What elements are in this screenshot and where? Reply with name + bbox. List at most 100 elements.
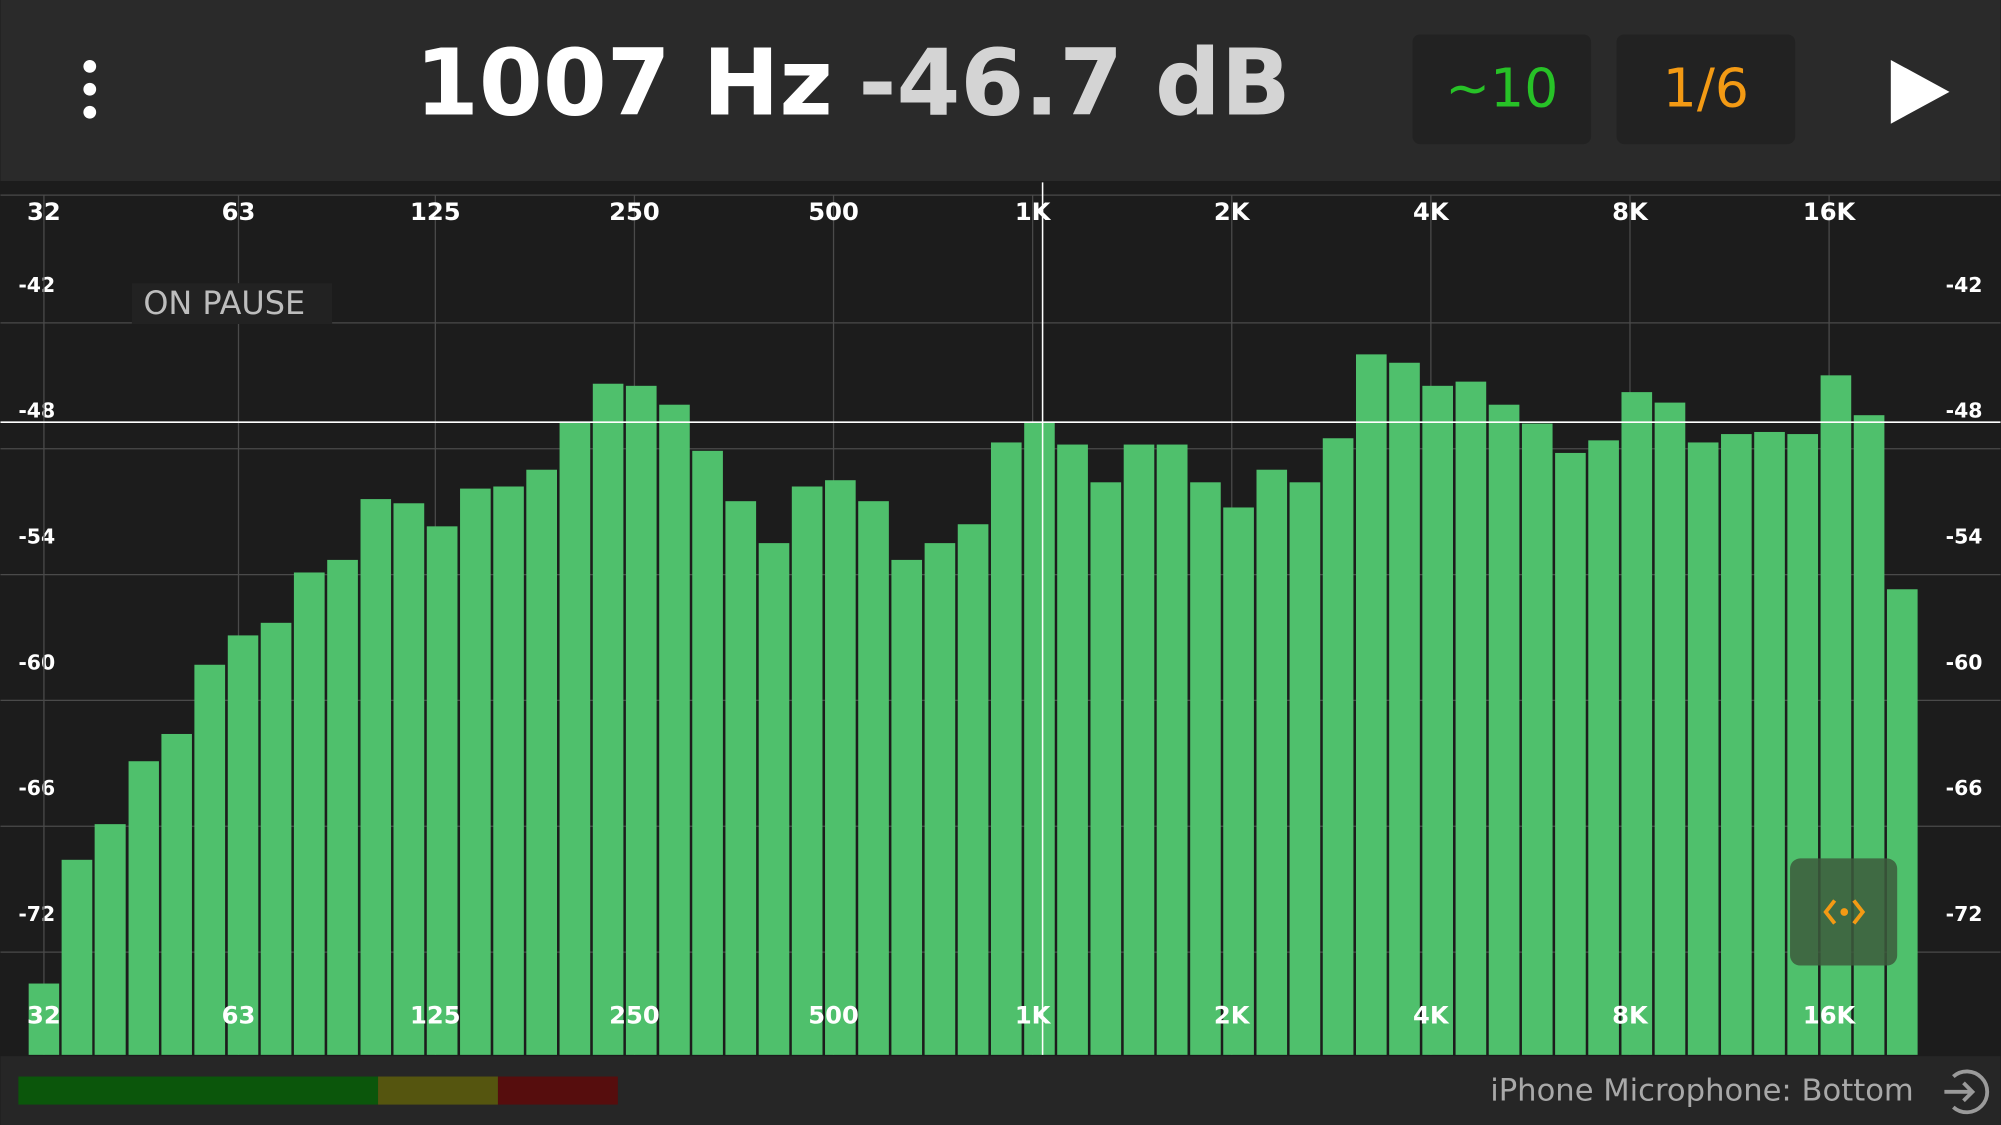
scroll-icon-dot: [1840, 908, 1849, 916]
y-tick-label: -72: [18, 902, 55, 926]
bar: [1455, 381, 1487, 1055]
bar: [592, 383, 624, 1055]
x-tick-label: 32: [27, 198, 61, 226]
bar: [791, 486, 823, 1055]
bar: [493, 486, 524, 1055]
y-tick-label-right: -60: [1946, 650, 1983, 674]
input-button[interactable]: [1944, 1069, 1990, 1115]
bar: [94, 824, 126, 1055]
input-device: iPhone Microphone: Bottom: [1490, 1073, 1914, 1108]
bar: [1223, 507, 1254, 1055]
bar: [1422, 385, 1454, 1055]
bar: [128, 761, 159, 1055]
bar: [28, 983, 60, 1055]
bar: [957, 524, 989, 1055]
input-icon-arrow: [1944, 1081, 1976, 1103]
status-badge: [131, 283, 333, 324]
scroll-icon: [1823, 899, 1866, 925]
play-button[interactable]: [1890, 59, 1950, 124]
y-tick-label-right: -72: [1946, 902, 1983, 926]
bar: [625, 385, 657, 1055]
x-tick-label-bottom: 1K: [1015, 1002, 1052, 1030]
bar: [858, 501, 889, 1055]
bar: [161, 733, 192, 1055]
status-label: ON PAUSE: [143, 284, 305, 322]
bar: [194, 664, 226, 1055]
x-tick-label: 125: [410, 198, 461, 226]
x-tick-label: 500: [808, 198, 859, 226]
averaging-button[interactable]: [1412, 34, 1592, 145]
input-icon: [1952, 1069, 1990, 1115]
y-tick-label: -66: [18, 776, 55, 800]
x-tick-label-bottom: 2K: [1214, 1002, 1251, 1030]
bar: [1521, 423, 1553, 1055]
bar: [293, 572, 325, 1055]
bar: [393, 503, 425, 1055]
bar: [1754, 431, 1785, 1055]
readout: 1007 Hz -46.7 dB: [415, 30, 1291, 137]
bar: [990, 442, 1022, 1055]
bar: [61, 859, 93, 1055]
y-tick-label: -48: [18, 399, 55, 423]
x-tick-label-bottom: 32: [27, 1002, 61, 1030]
y-tick-label-right: -54: [1946, 525, 1983, 549]
bar: [1654, 402, 1686, 1055]
bar: [1488, 404, 1520, 1055]
bar: [426, 526, 458, 1055]
bar: [1555, 452, 1586, 1055]
bar: [1721, 434, 1752, 1055]
meter-green: [18, 1076, 379, 1105]
menu-dot: [83, 59, 97, 73]
readout-level: -46.7 dB: [858, 30, 1290, 137]
y-tick-label: -60: [18, 650, 55, 674]
bar: [758, 543, 790, 1055]
bar: [1024, 421, 1055, 1055]
bar: [460, 488, 491, 1055]
bar: [692, 450, 723, 1055]
menu-button[interactable]: [83, 59, 97, 119]
bar: [1687, 442, 1719, 1055]
bar: [1190, 482, 1221, 1055]
bar: [327, 559, 358, 1055]
bar: [891, 559, 923, 1055]
y-tick-label-right: -42: [1946, 273, 1983, 297]
menu-dot: [83, 105, 97, 119]
x-tick-label-bottom: 16K: [1803, 1002, 1857, 1030]
resolution-button[interactable]: [1616, 34, 1796, 145]
y-tick-label-right: -48: [1946, 399, 1983, 423]
bar: [659, 404, 690, 1055]
bar: [1389, 362, 1420, 1055]
x-tick-label-bottom: 250: [609, 1002, 660, 1030]
bar: [1057, 444, 1088, 1055]
bar: [1156, 444, 1188, 1055]
bar: [924, 543, 956, 1055]
readout-frequency: 1007 Hz: [415, 30, 833, 137]
bar: [360, 499, 392, 1055]
bar: [526, 469, 558, 1055]
meter-red: [497, 1076, 618, 1105]
resolution-label: 1/6: [1663, 56, 1749, 119]
bar: [1886, 589, 1918, 1055]
bar: [559, 421, 591, 1055]
y-tick-label: -54: [18, 525, 55, 549]
bar: [1588, 440, 1619, 1055]
bar: [1356, 354, 1387, 1055]
x-tick-label: 2K: [1214, 198, 1251, 226]
y-tick-label-right: -66: [1946, 776, 1983, 800]
bar: [1256, 469, 1288, 1055]
menu-dot: [83, 82, 97, 96]
averaging-label: ~10: [1445, 56, 1558, 119]
x-tick-label-bottom: 4K: [1413, 1002, 1450, 1030]
bar: [1090, 482, 1122, 1055]
bar: [825, 480, 856, 1055]
x-tick-label: 8K: [1612, 198, 1649, 226]
x-tick-label-bottom: 500: [808, 1002, 859, 1030]
x-tick-label-bottom: 63: [222, 1002, 256, 1030]
bar: [227, 635, 259, 1055]
x-tick-label: 250: [609, 198, 660, 226]
x-tick-label: 63: [222, 198, 256, 226]
bar: [1123, 444, 1155, 1055]
x-tick-label: 4K: [1413, 198, 1450, 226]
